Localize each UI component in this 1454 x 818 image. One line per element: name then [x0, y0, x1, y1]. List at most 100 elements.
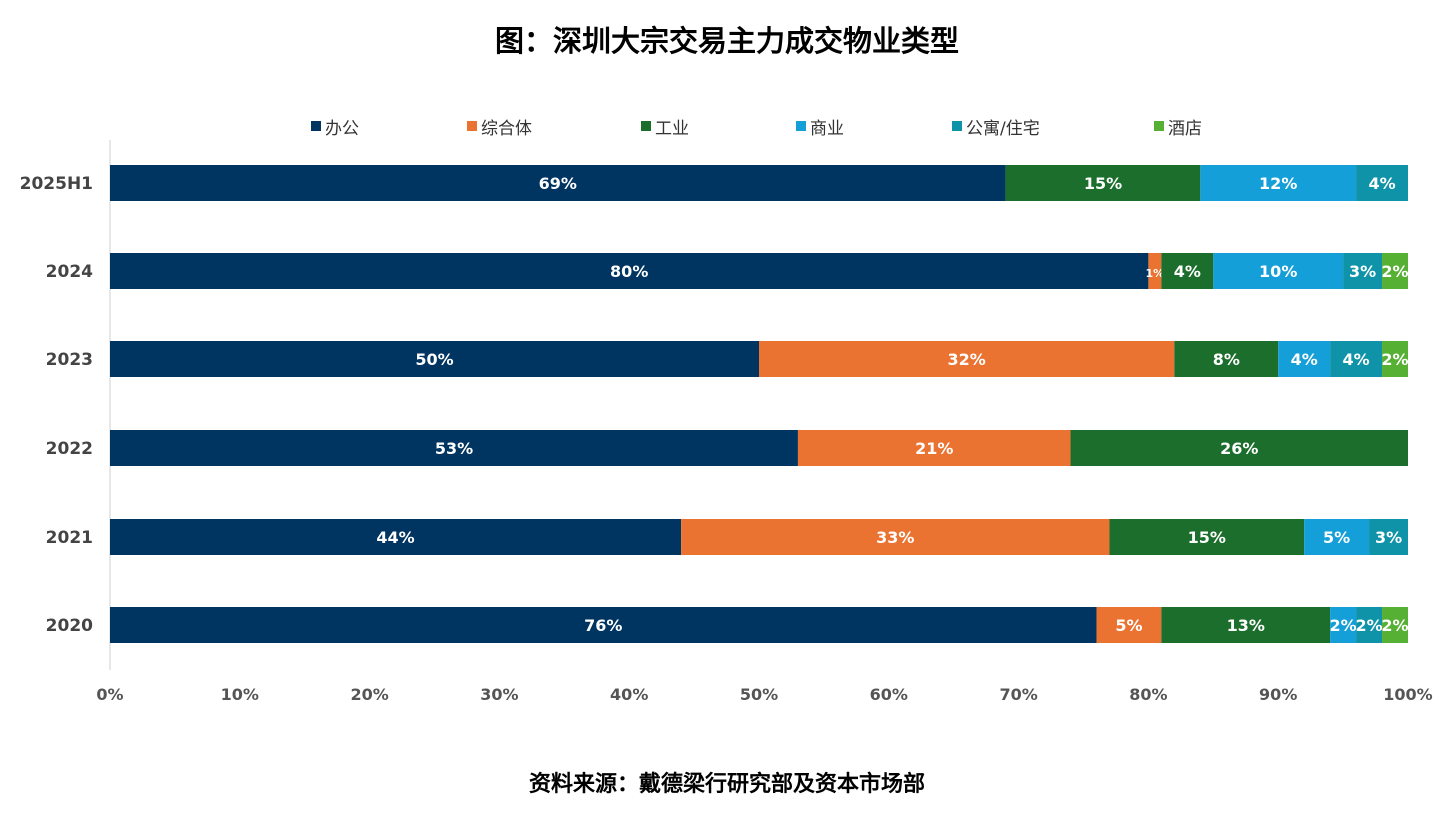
legend-label: 酒店 [1168, 119, 1202, 139]
source-note: 资料来源：戴德梁行研究部及资本市场部 [528, 772, 925, 797]
bar-data-label: 2% [1381, 616, 1408, 635]
bars: 69% 15% 12% 4% 80% 1% 4% 10% 3% 2% 50% 32% 8% 4% 4% 2% 5… [110, 165, 1409, 643]
bar-data-label: 8% [1213, 350, 1240, 369]
bar-segment [110, 519, 682, 555]
bar-data-label: 2% [1330, 616, 1357, 635]
bar-segment [1382, 607, 1408, 643]
bar-segment [1005, 165, 1201, 201]
x-tick-label: 30% [480, 685, 518, 704]
bar-data-label: 4% [1368, 174, 1395, 193]
bar-segment [1200, 165, 1357, 201]
x-tick-label: 50% [740, 685, 778, 704]
bar-segment [759, 341, 1175, 377]
legend-label: 办公 [325, 119, 359, 139]
bar-data-label: 2% [1381, 350, 1408, 369]
y-axis: 2025H1 2024 2023 2022 2021 2020 [20, 140, 111, 670]
legend-label: 工业 [655, 119, 689, 139]
bar-data-label: 26% [1220, 439, 1258, 458]
legend: 办公 综合体 工业 商业 公寓/住宅 酒店 [311, 119, 1202, 139]
legend-label: 公寓/住宅 [966, 119, 1040, 139]
legend-swatch [311, 121, 321, 131]
x-tick-label: 0% [96, 685, 123, 704]
bar-data-label: 4% [1342, 350, 1369, 369]
bar-segment [1343, 253, 1383, 289]
legend-swatch [796, 121, 806, 131]
y-tick-label: 2024 [46, 262, 93, 282]
bar-data-label: 5% [1323, 528, 1350, 547]
legend-swatch [952, 121, 962, 131]
y-tick-label: 2021 [46, 528, 93, 548]
bar-segment [1174, 341, 1279, 377]
x-tick-label: 40% [610, 685, 648, 704]
x-tick-label: 90% [1259, 685, 1297, 704]
bar-segment [1330, 341, 1383, 377]
bar-data-label: 44% [376, 528, 414, 547]
bar-data-label: 69% [539, 174, 577, 193]
bar-data-label: 3% [1349, 262, 1376, 281]
x-tick-label: 70% [999, 685, 1037, 704]
x-tick-label: 20% [350, 685, 388, 704]
bar-segment [110, 430, 798, 466]
legend-item: 工业 [641, 119, 689, 139]
x-tick-label: 60% [870, 685, 908, 704]
legend-label: 综合体 [481, 119, 532, 139]
bar-segment [1356, 607, 1383, 643]
bar-segment [110, 341, 759, 377]
bar-segment [1369, 519, 1408, 555]
legend-item: 综合体 [467, 119, 532, 139]
legend-item: 公寓/住宅 [952, 119, 1040, 139]
legend-swatch [1154, 121, 1164, 131]
bar-data-label: 3% [1375, 528, 1402, 547]
bar-segment [1148, 253, 1162, 289]
x-tick-label: 100% [1383, 685, 1432, 704]
bar-segment [1304, 519, 1370, 555]
legend-item: 酒店 [1154, 119, 1202, 139]
bar-data-label: 1% [1146, 267, 1165, 280]
bar-data-label: 33% [876, 528, 914, 547]
x-tick-label: 80% [1129, 685, 1167, 704]
bar-segment [681, 519, 1110, 555]
bar-segment [1096, 607, 1162, 643]
bar-data-label: 53% [435, 439, 473, 458]
bar-segment [1161, 607, 1331, 643]
bar-segment [110, 253, 1149, 289]
bar-data-label: 5% [1115, 616, 1142, 635]
bar-segment [110, 165, 1006, 201]
x-tick-label: 10% [221, 685, 259, 704]
bar-segment [1356, 165, 1408, 201]
bar-data-label: 32% [948, 350, 986, 369]
bar-segment [1070, 430, 1408, 466]
bar-data-label: 50% [415, 350, 453, 369]
bar-segment [1161, 253, 1214, 289]
y-tick-label: 2022 [46, 439, 93, 459]
bar-data-label: 4% [1174, 262, 1201, 281]
bar-data-label: 80% [610, 262, 648, 281]
bar-data-label: 2% [1355, 616, 1382, 635]
bar-segment [1382, 253, 1408, 289]
bar-segment [1278, 341, 1331, 377]
bar-segment [1213, 253, 1344, 289]
bar-data-label: 13% [1227, 616, 1265, 635]
bar-data-label: 12% [1259, 174, 1297, 193]
bar-data-label: 21% [915, 439, 953, 458]
bar-segment [1330, 607, 1357, 643]
bar-data-label: 76% [584, 616, 622, 635]
bar-segment [110, 607, 1097, 643]
bar-segment [797, 430, 1071, 466]
legend-label: 商业 [810, 119, 844, 139]
bar-data-label: 2% [1381, 262, 1408, 281]
legend-swatch [467, 121, 477, 131]
bar-data-label: 10% [1259, 262, 1297, 281]
legend-swatch [641, 121, 651, 131]
y-tick-label: 2020 [46, 616, 93, 636]
bar-segment [1382, 341, 1408, 377]
x-axis: 0% 10% 20% 30% 40% 50% 60% 70% 80% 90% 100% [96, 685, 1432, 704]
legend-item: 办公 [311, 119, 359, 139]
y-tick-label: 2023 [46, 350, 93, 370]
bar-data-label: 4% [1291, 350, 1318, 369]
bar-data-label: 15% [1084, 174, 1122, 193]
legend-item: 商业 [796, 119, 844, 139]
bar-data-label: 15% [1188, 528, 1226, 547]
bar-segment [1109, 519, 1305, 555]
